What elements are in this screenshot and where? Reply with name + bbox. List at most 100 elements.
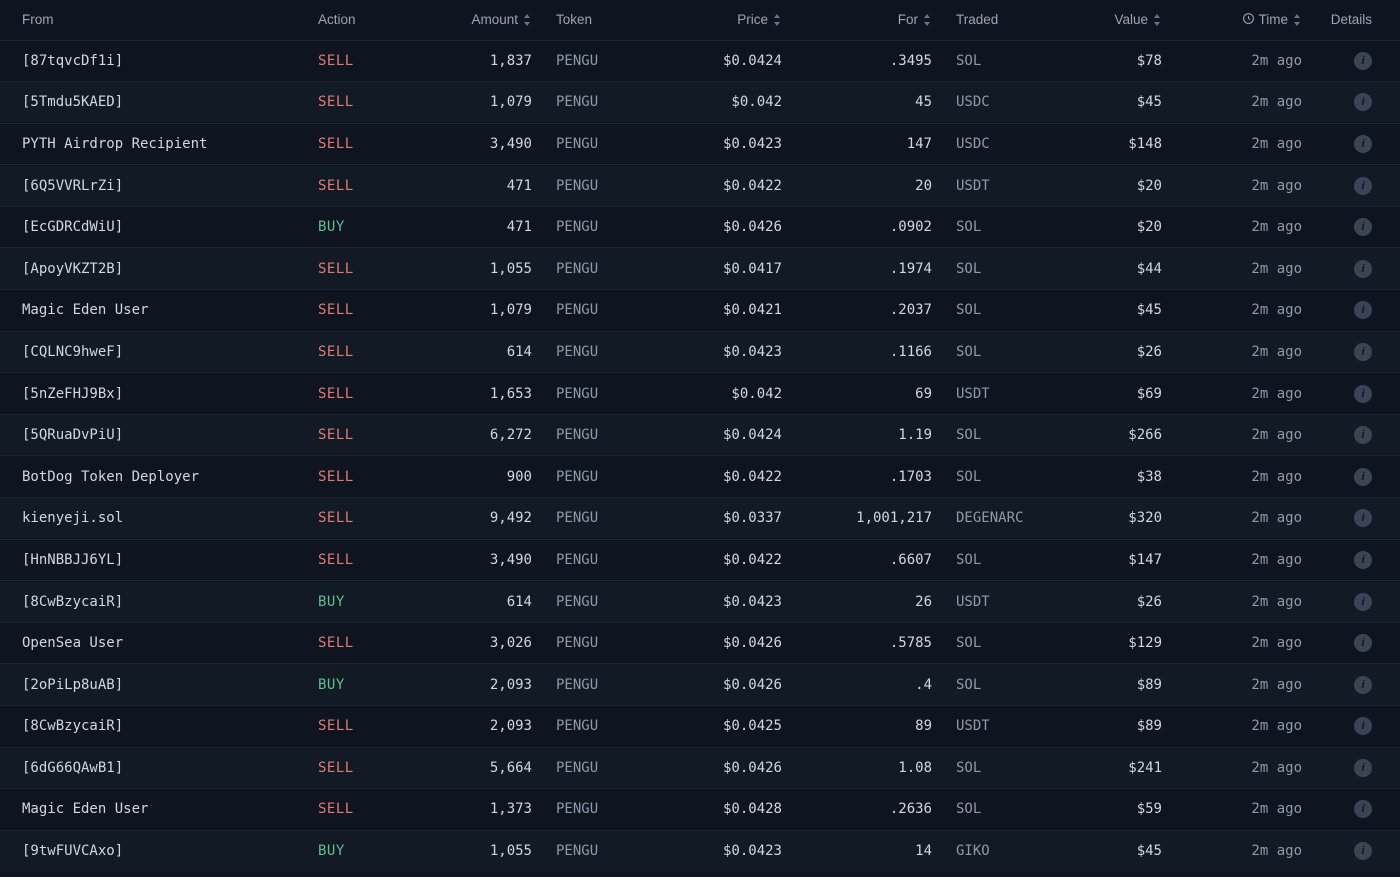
traded-cell[interactable]: USDT [956, 718, 990, 734]
traded-cell[interactable]: SOL [956, 469, 981, 485]
traded-cell[interactable]: USDC [956, 136, 990, 152]
traded-cell[interactable]: SOL [956, 677, 981, 693]
from-cell[interactable]: [8CwBzycaiR] [22, 594, 123, 610]
details-button[interactable]: i [1354, 343, 1372, 361]
traded-cell[interactable]: SOL [956, 552, 981, 568]
from-cell[interactable]: [ApoyVKZT2B] [22, 261, 123, 277]
from-cell[interactable]: Magic Eden User [22, 302, 148, 318]
token-cell[interactable]: PENGU [556, 261, 598, 277]
from-cell[interactable]: [CQLNC9hweF] [22, 344, 123, 360]
table-row[interactable]: [6dG66QAwB1]SELL5,664PENGU$0.04261.08SOL… [0, 747, 1400, 789]
token-cell[interactable]: PENGU [556, 344, 598, 360]
details-button[interactable]: i [1354, 468, 1372, 486]
details-button[interactable]: i [1354, 634, 1372, 652]
table-row[interactable]: OpenSea UserSELL3,026PENGU$0.0426.5785SO… [0, 622, 1400, 664]
traded-cell[interactable]: SOL [956, 302, 981, 318]
token-cell[interactable]: PENGU [556, 136, 598, 152]
traded-cell[interactable]: DEGENARC [956, 510, 1023, 526]
token-cell[interactable]: PENGU [556, 178, 598, 194]
header-action[interactable]: Action [310, 0, 400, 40]
header-for[interactable]: For [790, 0, 940, 40]
table-row[interactable]: [5QRuaDvPiU]SELL6,272PENGU$0.04241.19SOL… [0, 414, 1400, 456]
token-cell[interactable]: PENGU [556, 552, 598, 568]
header-time[interactable]: Time [1170, 0, 1310, 40]
token-cell[interactable]: PENGU [556, 594, 598, 610]
table-row[interactable]: [CQLNC9hweF]SELL614PENGU$0.0423.1166SOL$… [0, 331, 1400, 373]
token-cell[interactable]: PENGU [556, 760, 598, 776]
table-row[interactable]: [5nZeFHJ9Bx]SELL1,653PENGU$0.04269USDT$6… [0, 373, 1400, 415]
traded-cell[interactable]: SOL [956, 53, 981, 69]
token-cell[interactable]: PENGU [556, 843, 598, 859]
details-button[interactable]: i [1354, 218, 1372, 236]
token-cell[interactable]: PENGU [556, 469, 598, 485]
traded-cell[interactable]: USDC [956, 94, 990, 110]
table-row[interactable]: [ApoyVKZT2B]SELL1,055PENGU$0.0417.1974SO… [0, 248, 1400, 290]
from-cell[interactable]: kienyeji.sol [22, 510, 123, 526]
header-from[interactable]: From [0, 0, 310, 40]
table-row[interactable]: [2oPiLp8uAB]BUY2,093PENGU$0.0426.4SOL$89… [0, 664, 1400, 706]
from-cell[interactable]: [8CwBzycaiR] [22, 718, 123, 734]
details-button[interactable]: i [1354, 301, 1372, 319]
table-row[interactable]: [EcGDRCdWiU]BUY471PENGU$0.0426.0902SOL$2… [0, 206, 1400, 248]
table-row[interactable]: [8CwBzycaiR]BUY614PENGU$0.042326USDT$262… [0, 581, 1400, 623]
table-row[interactable]: PYTH Airdrop RecipientSELL3,490PENGU$0.0… [0, 123, 1400, 165]
traded-cell[interactable]: SOL [956, 760, 981, 776]
token-cell[interactable]: PENGU [556, 386, 598, 402]
token-cell[interactable]: PENGU [556, 53, 598, 69]
from-cell[interactable]: [2oPiLp8uAB] [22, 677, 123, 693]
from-cell[interactable]: [5QRuaDvPiU] [22, 427, 123, 443]
traded-cell[interactable]: SOL [956, 427, 981, 443]
details-button[interactable]: i [1354, 93, 1372, 111]
details-button[interactable]: i [1354, 260, 1372, 278]
from-cell[interactable]: [6dG66QAwB1] [22, 760, 123, 776]
details-button[interactable]: i [1354, 177, 1372, 195]
token-cell[interactable]: PENGU [556, 427, 598, 443]
details-button[interactable]: i [1354, 509, 1372, 527]
details-button[interactable]: i [1354, 551, 1372, 569]
table-row[interactable]: [5Tmdu5KAED]SELL1,079PENGU$0.04245USDC$4… [0, 82, 1400, 124]
table-row[interactable]: Magic Eden UserSELL1,373PENGU$0.0428.263… [0, 789, 1400, 831]
details-button[interactable]: i [1354, 676, 1372, 694]
traded-cell[interactable]: SOL [956, 344, 981, 360]
details-button[interactable]: i [1354, 593, 1372, 611]
token-cell[interactable]: PENGU [556, 510, 598, 526]
token-cell[interactable]: PENGU [556, 718, 598, 734]
table-row[interactable]: kienyeji.solSELL9,492PENGU$0.03371,001,2… [0, 498, 1400, 540]
details-button[interactable]: i [1354, 52, 1372, 70]
from-cell[interactable]: OpenSea User [22, 635, 123, 651]
traded-cell[interactable]: USDT [956, 386, 990, 402]
token-cell[interactable]: PENGU [556, 302, 598, 318]
header-value[interactable]: Value [1040, 0, 1170, 40]
from-cell[interactable]: [9twFUVCAxo] [22, 843, 123, 859]
table-row[interactable]: [8CwBzycaiR]SELL2,093PENGU$0.042589USDT$… [0, 706, 1400, 748]
token-cell[interactable]: PENGU [556, 635, 598, 651]
header-amount[interactable]: Amount [400, 0, 540, 40]
token-cell[interactable]: PENGU [556, 801, 598, 817]
from-cell[interactable]: [EcGDRCdWiU] [22, 219, 123, 235]
details-button[interactable]: i [1354, 135, 1372, 153]
details-button[interactable]: i [1354, 717, 1372, 735]
header-token[interactable]: Token [540, 0, 640, 40]
details-button[interactable]: i [1354, 759, 1372, 777]
details-button[interactable]: i [1354, 800, 1372, 818]
header-price[interactable]: Price [640, 0, 790, 40]
from-cell[interactable]: [87tqvcDf1i] [22, 53, 123, 69]
table-row[interactable]: BotDog Token DeployerSELL900PENGU$0.0422… [0, 456, 1400, 498]
table-row[interactable]: [HnNBBJJ6YL]SELL3,490PENGU$0.0422.6607SO… [0, 539, 1400, 581]
details-button[interactable]: i [1354, 842, 1372, 860]
token-cell[interactable]: PENGU [556, 94, 598, 110]
from-cell[interactable]: [5Tmdu5KAED] [22, 94, 123, 110]
traded-cell[interactable]: USDT [956, 594, 990, 610]
token-cell[interactable]: PENGU [556, 219, 598, 235]
token-cell[interactable]: PENGU [556, 677, 598, 693]
traded-cell[interactable]: SOL [956, 801, 981, 817]
traded-cell[interactable]: SOL [956, 261, 981, 277]
table-row[interactable]: [6Q5VVRLrZi]SELL471PENGU$0.042220USDT$20… [0, 165, 1400, 207]
from-cell[interactable]: PYTH Airdrop Recipient [22, 136, 207, 152]
from-cell[interactable]: [5nZeFHJ9Bx] [22, 386, 123, 402]
traded-cell[interactable]: GIKO [956, 843, 990, 859]
details-button[interactable]: i [1354, 385, 1372, 403]
traded-cell[interactable]: SOL [956, 219, 981, 235]
table-row[interactable]: Magic Eden UserSELL1,079PENGU$0.0421.203… [0, 290, 1400, 332]
from-cell[interactable]: BotDog Token Deployer [22, 469, 199, 485]
